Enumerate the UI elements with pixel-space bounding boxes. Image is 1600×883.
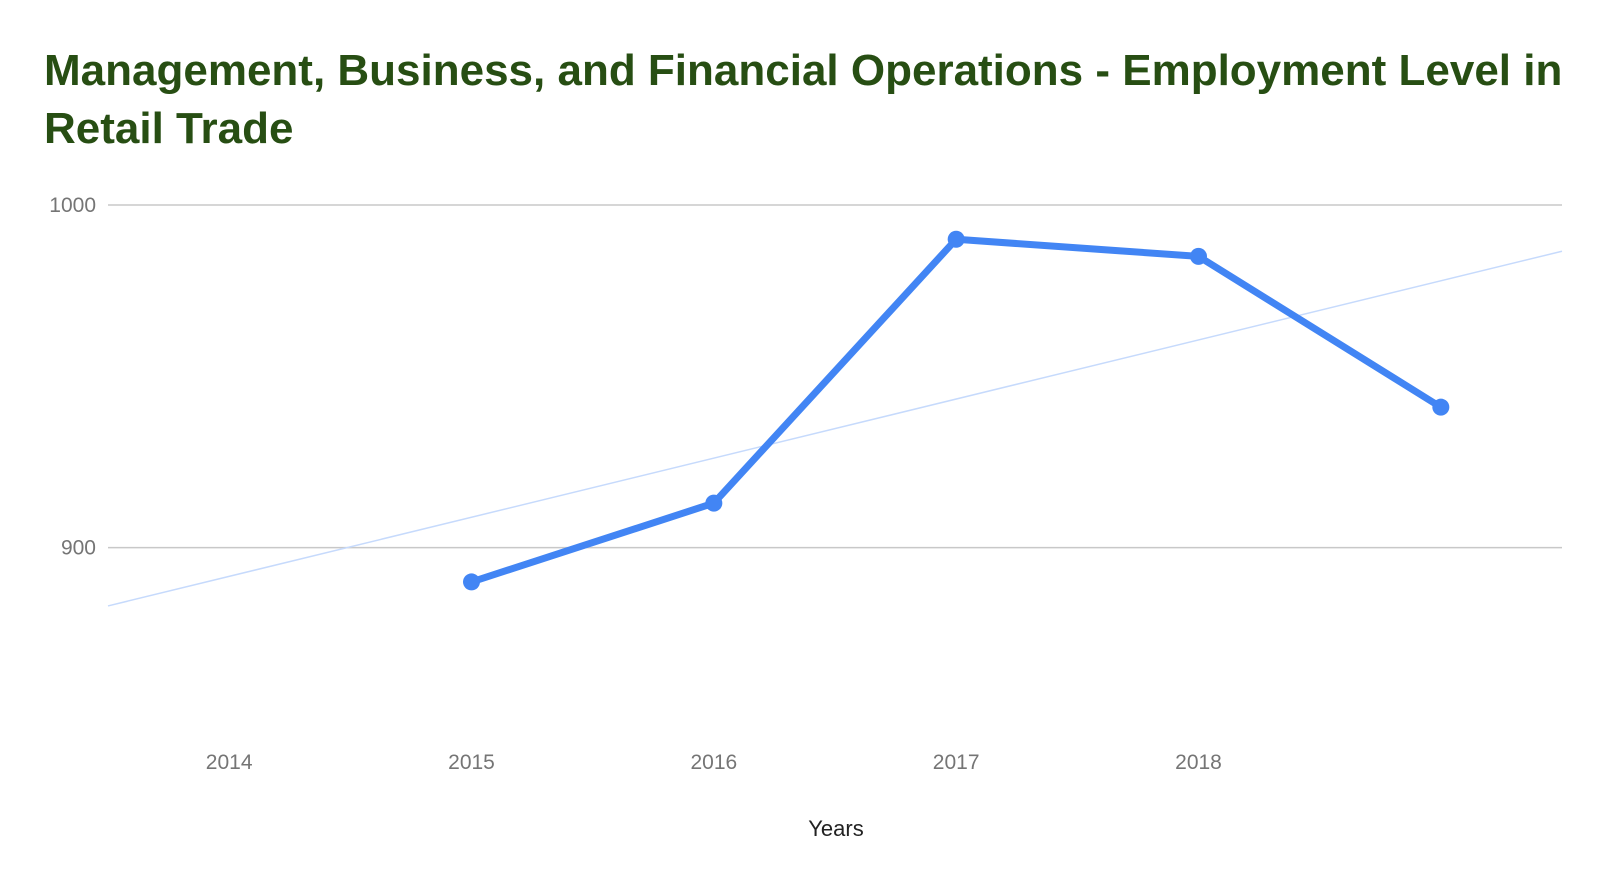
- x-tick-label: 2017: [933, 751, 980, 774]
- y-tick-label: 900: [61, 537, 96, 560]
- x-tick-label: 2018: [1175, 751, 1222, 774]
- data-point: [705, 494, 723, 512]
- x-tick-label: 2016: [690, 751, 737, 774]
- gridlines: [108, 204, 1562, 549]
- series-line-0: [468, 235, 1445, 586]
- data-point: [463, 573, 480, 591]
- data-point: [1432, 398, 1450, 416]
- x-axis-ticks: 2014 2015 2016 2017 2018: [206, 751, 1222, 774]
- data-point: [1190, 247, 1207, 265]
- x-axis-title: Years: [808, 816, 863, 841]
- data-point: [947, 230, 965, 248]
- y-tick-label: 1000: [49, 194, 96, 217]
- y-axis-ticks: 900 1000: [49, 194, 96, 560]
- x-tick-label: 2015: [448, 751, 495, 774]
- x-tick-label: 2014: [206, 751, 253, 774]
- chart-title: Management, Business, and Financial Oper…: [44, 46, 1563, 153]
- series-layer: [463, 230, 1450, 591]
- trendline: [107, 250, 1563, 607]
